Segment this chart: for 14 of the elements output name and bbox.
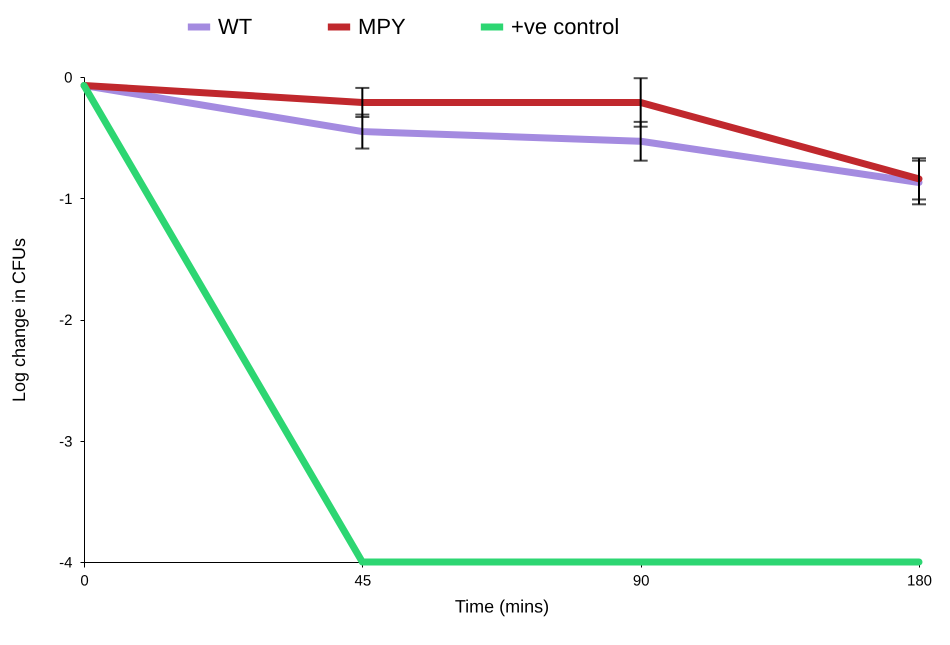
- legend-label: WT: [218, 14, 252, 39]
- legend-label: +ve control: [511, 14, 620, 39]
- y-axis-title: Log change in CFUs: [9, 238, 30, 402]
- y-tick-label: -1: [59, 190, 72, 208]
- x-tick-label: 180: [906, 572, 932, 590]
- x-axis-title: Time (mins): [454, 596, 550, 616]
- legend-label: MPY: [358, 14, 406, 39]
- y-tick-label: -3: [59, 433, 72, 450]
- y-tick-label: -2: [59, 312, 72, 329]
- x-tick-label: 45: [354, 572, 372, 590]
- y-tick-label: 0: [64, 70, 72, 86]
- x-tick-label: 0: [80, 572, 89, 590]
- y-tick-label: -4: [59, 554, 72, 572]
- x-tick-label: 90: [632, 572, 650, 590]
